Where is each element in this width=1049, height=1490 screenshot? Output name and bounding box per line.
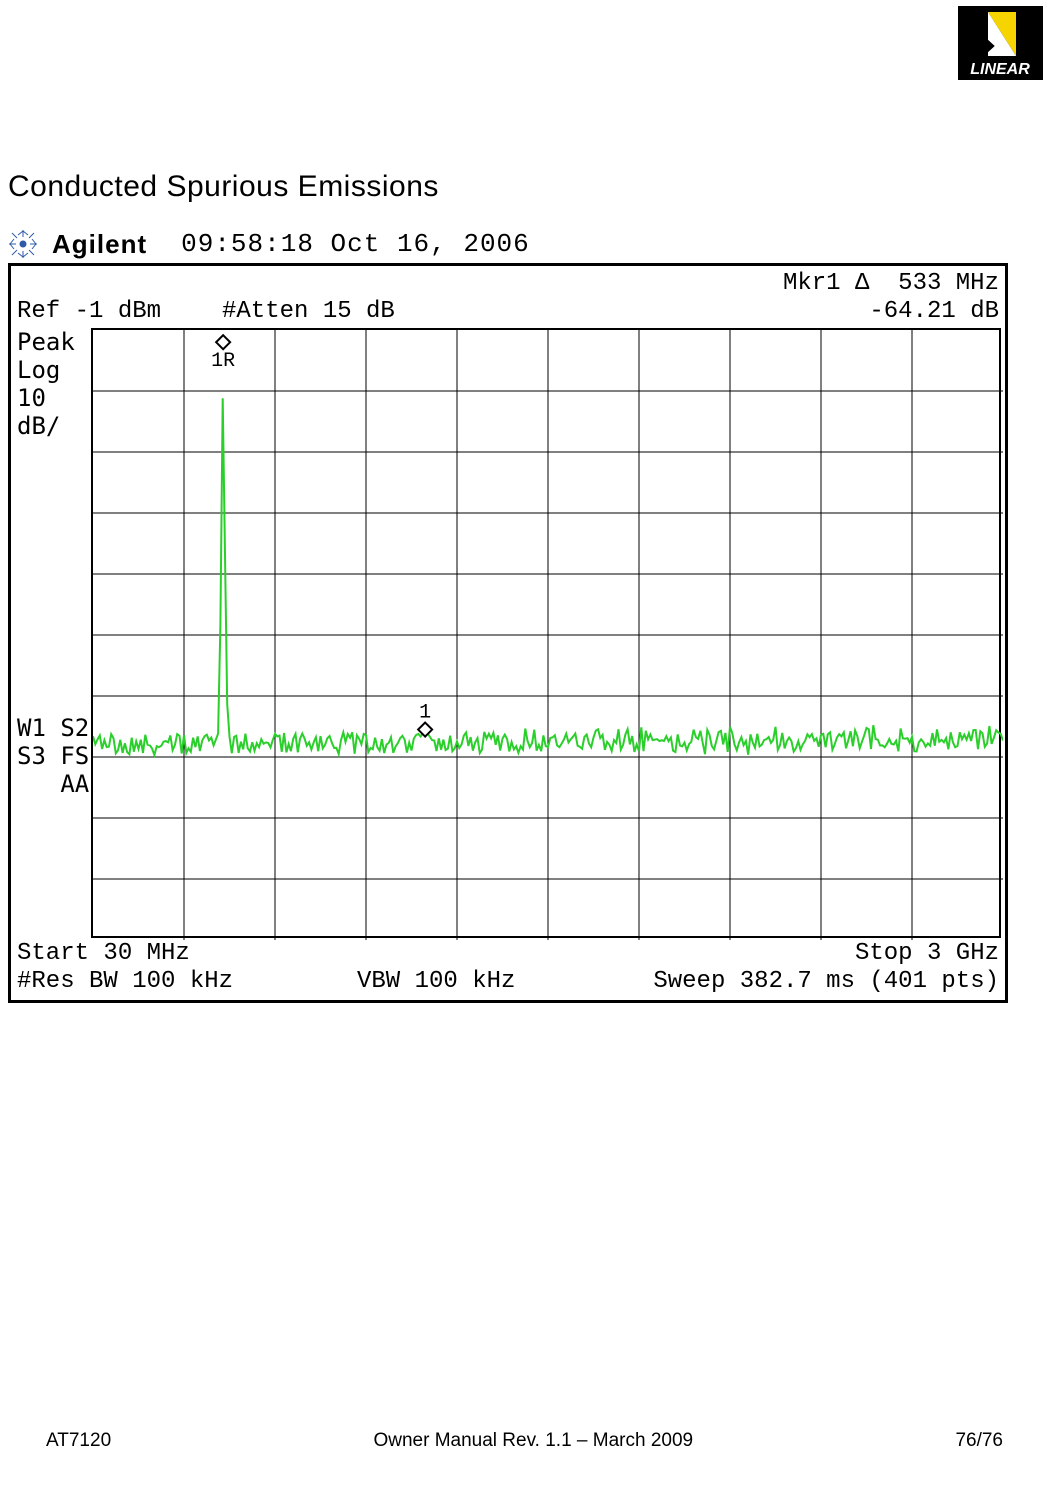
svg-text:1R: 1R	[211, 350, 235, 373]
section-title: Conducted Spurious Emissions	[8, 170, 439, 204]
sweep-label: Sweep 382.7 ms (401 pts)	[653, 968, 999, 995]
res-bw-label: #Res BW 100 kHz	[17, 968, 233, 995]
start-freq-label: Start 30 MHz	[17, 940, 190, 967]
stop-freq-label: Stop 3 GHz	[855, 940, 999, 967]
footer-page: 76/76	[955, 1430, 1003, 1454]
spectrum-plot: 1R 1	[91, 328, 1001, 938]
scale-label-block: Peak Log 10 dB/	[17, 328, 75, 440]
brand-logo: LINEAR	[958, 6, 1043, 80]
page-footer: AT7120 Owner Manual Rev. 1.1 – March 200…	[46, 1430, 1003, 1454]
spectrum-analyzer-frame: Ref -1 dBm #Atten 15 dB Mkr1 Δ 533 MHz -…	[8, 263, 1008, 1003]
attenuation-label: #Atten 15 dB	[222, 298, 395, 325]
footer-title: Owner Manual Rev. 1.1 – March 2009	[373, 1430, 693, 1454]
brand-logo-text: LINEAR	[970, 61, 1030, 78]
footer-model: AT7120	[46, 1430, 111, 1454]
analyzer-header: Agilent 09:58:18 Oct 16, 2006	[8, 225, 1008, 263]
marker-freq-label: Mkr1 Δ 533 MHz	[783, 270, 999, 297]
video-bw-label: VBW 100 kHz	[357, 968, 515, 995]
ref-level-label: Ref -1 dBm	[17, 298, 161, 325]
vendor-name: Agilent	[52, 229, 147, 260]
agilent-starburst-icon	[8, 229, 38, 259]
capture-timestamp: 09:58:18 Oct 16, 2006	[181, 229, 530, 259]
marker-amp-label: -64.21 dB	[869, 298, 999, 325]
trace-status-block: W1 S2 S3 FS AA	[17, 714, 89, 798]
svg-text:1: 1	[419, 702, 431, 725]
